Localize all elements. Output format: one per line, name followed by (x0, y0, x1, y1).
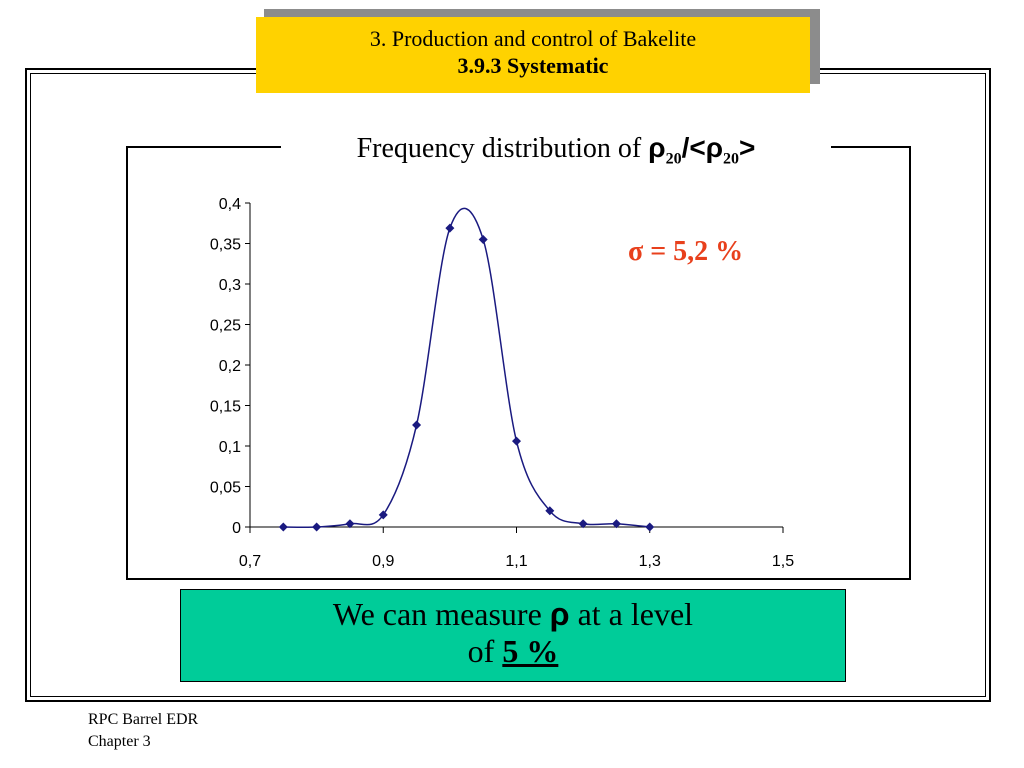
data-point (312, 522, 322, 532)
footer-line2: Chapter 3 (88, 733, 151, 750)
x-tick-label: 1,5 (772, 553, 794, 570)
slide-title-line2: 3.9.3 Systematic (457, 53, 609, 78)
chart-title-sub2: 20 (723, 150, 740, 168)
chart-curve (283, 207, 650, 528)
slide-title: 3. Production and control of Bakelite 3.… (256, 17, 810, 93)
chart-axes: 0 0,05 0,1 0,15 0,2 0,25 0,3 0,35 0,4 0,7 0,9 1,1 1,… (210, 196, 794, 570)
x-tick-label: 0,7 (239, 553, 261, 570)
conclusion-rho: ρ (549, 596, 570, 632)
y-tick-label: 0,2 (219, 358, 241, 375)
data-point (412, 420, 422, 430)
conclusion-suffix: at a level (569, 596, 694, 632)
data-point (545, 506, 555, 516)
slide-title-line1: 3. Production and control of Bakelite (369, 26, 697, 51)
data-point (445, 223, 455, 233)
data-point (611, 519, 621, 529)
chart-frame (126, 146, 911, 580)
conclusion-of: of (467, 633, 503, 669)
conclusion-value: 5 % (502, 633, 559, 669)
data-point (345, 519, 355, 529)
sigma-annotation: σ = 5,2 % (628, 236, 744, 267)
data-point (645, 522, 655, 532)
series-line (283, 207, 650, 528)
data-point (578, 519, 588, 529)
footer: RPC Barrel EDR Chapter 3 (88, 709, 198, 753)
conclusion-line2: of 5 % (181, 632, 845, 670)
y-tick-label: 0,05 (210, 480, 241, 497)
y-tick-label: 0,3 (219, 277, 241, 294)
x-tick-label: 1,3 (639, 553, 661, 570)
conclusion-line1: We can measure ρ at a level (181, 596, 845, 632)
chart-title-rho2: ρ (705, 132, 724, 163)
chart-points (278, 223, 655, 532)
y-tick-label: 0,35 (210, 237, 241, 254)
y-tick-label: 0,25 (210, 318, 241, 335)
data-point (278, 522, 288, 532)
data-point (512, 436, 521, 446)
chart-title-prefix: Frequency distribution of (356, 133, 649, 164)
chart-title-rho: ρ (648, 132, 666, 163)
footer-line1: RPC Barrel EDR (88, 711, 199, 728)
data-point (478, 234, 488, 244)
y-tick-label: 0,1 (219, 439, 241, 456)
chart-title-suffix: > (739, 132, 756, 163)
y-tick-label: 0,4 (219, 196, 241, 213)
x-tick-label: 0,9 (372, 553, 394, 570)
chart-title-slash: /< (681, 132, 706, 163)
x-tick-label: 1,1 (505, 553, 527, 570)
chart-title: Frequency distribution of ρ20/<ρ20> (281, 130, 831, 168)
conclusion-box: We can measure ρ at a level of 5 % (180, 589, 846, 682)
data-point (378, 510, 388, 520)
y-tick-label: 0 (232, 520, 241, 537)
chart-title-sub: 20 (665, 150, 682, 168)
y-tick-label: 0,15 (210, 399, 241, 416)
conclusion-prefix: We can measure (332, 596, 550, 632)
